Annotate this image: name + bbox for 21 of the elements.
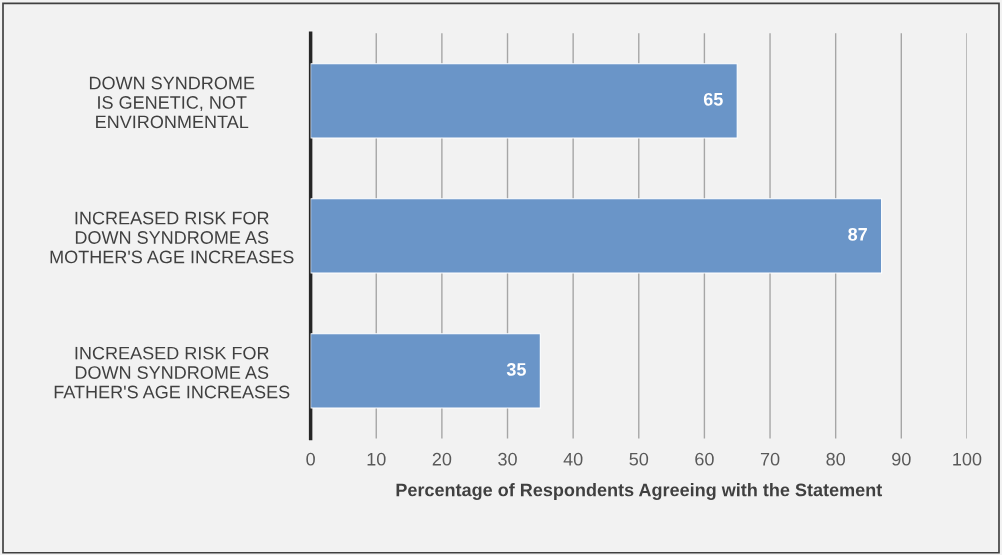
y-tick-label: INCREASED RISK FOR DOWN SYNDROME AS FATHER'S AGE INCREASES [54,346,290,399]
x-tick-label: 20 [432,452,452,466]
x-tick-label: 0 [306,452,315,466]
data-label: 87 [848,227,867,241]
x-tick-label: 80 [826,452,845,466]
bar [310,198,883,274]
bar [310,63,738,139]
data-label: 35 [506,362,526,376]
data-label: 65 [703,92,723,106]
x-tick-label: 40 [563,452,583,466]
x-tick-label: 10 [367,452,386,466]
y-tick-label: INCREASED RISK FOR DOWN SYNDROME AS MOTHER'S AGE INCREASES [50,211,294,264]
x-tick-label: 60 [695,452,714,466]
x-tick-label: 100 [953,452,982,466]
y-tick-label: DOWN SYNDROME IS GENETIC, NOT ENVIRONMENTAL [89,76,255,129]
bar [310,333,541,409]
x-tick-label: 70 [760,452,780,466]
x-axis-title: Percentage of Respondents Agreeing with the Statement [396,483,883,500]
x-tick-label: 50 [629,452,649,466]
x-tick-label: 30 [498,452,517,466]
x-tick-label: 90 [892,452,911,466]
